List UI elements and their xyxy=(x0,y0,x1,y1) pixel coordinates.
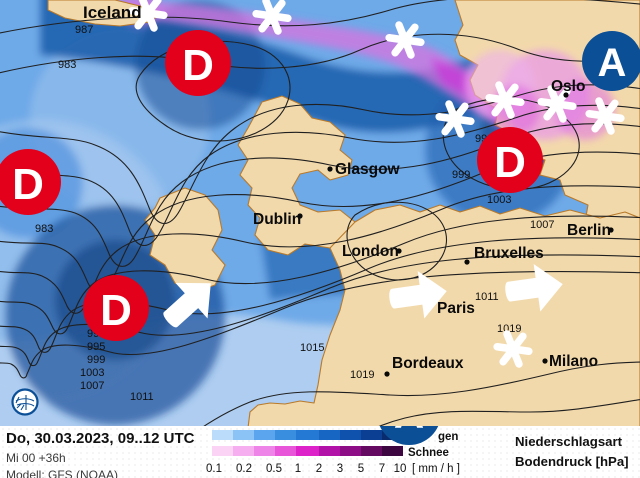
svg-text:London: London xyxy=(342,243,399,260)
svg-text:1019: 1019 xyxy=(350,369,374,381)
svg-text:D: D xyxy=(182,41,214,90)
svg-text:983: 983 xyxy=(35,223,53,235)
svg-text:Glasgow: Glasgow xyxy=(335,161,401,178)
svg-text:1011: 1011 xyxy=(130,391,154,403)
svg-text:D: D xyxy=(100,286,132,335)
svg-text:D: D xyxy=(494,138,526,187)
svg-text:A: A xyxy=(394,426,424,437)
svg-text:1007: 1007 xyxy=(80,380,104,392)
svg-text:Iceland: Iceland xyxy=(83,3,142,22)
svg-text:A: A xyxy=(598,41,627,85)
svg-text:Oslo: Oslo xyxy=(551,78,585,95)
svg-text:999: 999 xyxy=(452,169,470,181)
svg-text:1007: 1007 xyxy=(530,219,554,231)
svg-text:987: 987 xyxy=(75,24,93,36)
svg-text:Bordeaux: Bordeaux xyxy=(392,355,464,372)
svg-text:1015: 1015 xyxy=(300,342,324,354)
svg-text:1003: 1003 xyxy=(80,367,104,379)
svg-text:983: 983 xyxy=(58,59,76,71)
svg-text:Bruxelles: Bruxelles xyxy=(474,245,544,262)
svg-text:1011: 1011 xyxy=(475,291,499,303)
svg-text:Paris: Paris xyxy=(437,300,475,317)
svg-text:Dublin: Dublin xyxy=(253,211,301,228)
svg-text:999: 999 xyxy=(87,354,105,366)
svg-text:Berlin: Berlin xyxy=(567,222,611,239)
svg-text:D: D xyxy=(12,160,44,209)
svg-text:Milano: Milano xyxy=(549,353,598,370)
svg-text:995: 995 xyxy=(87,341,105,353)
svg-text:1003: 1003 xyxy=(487,194,511,206)
